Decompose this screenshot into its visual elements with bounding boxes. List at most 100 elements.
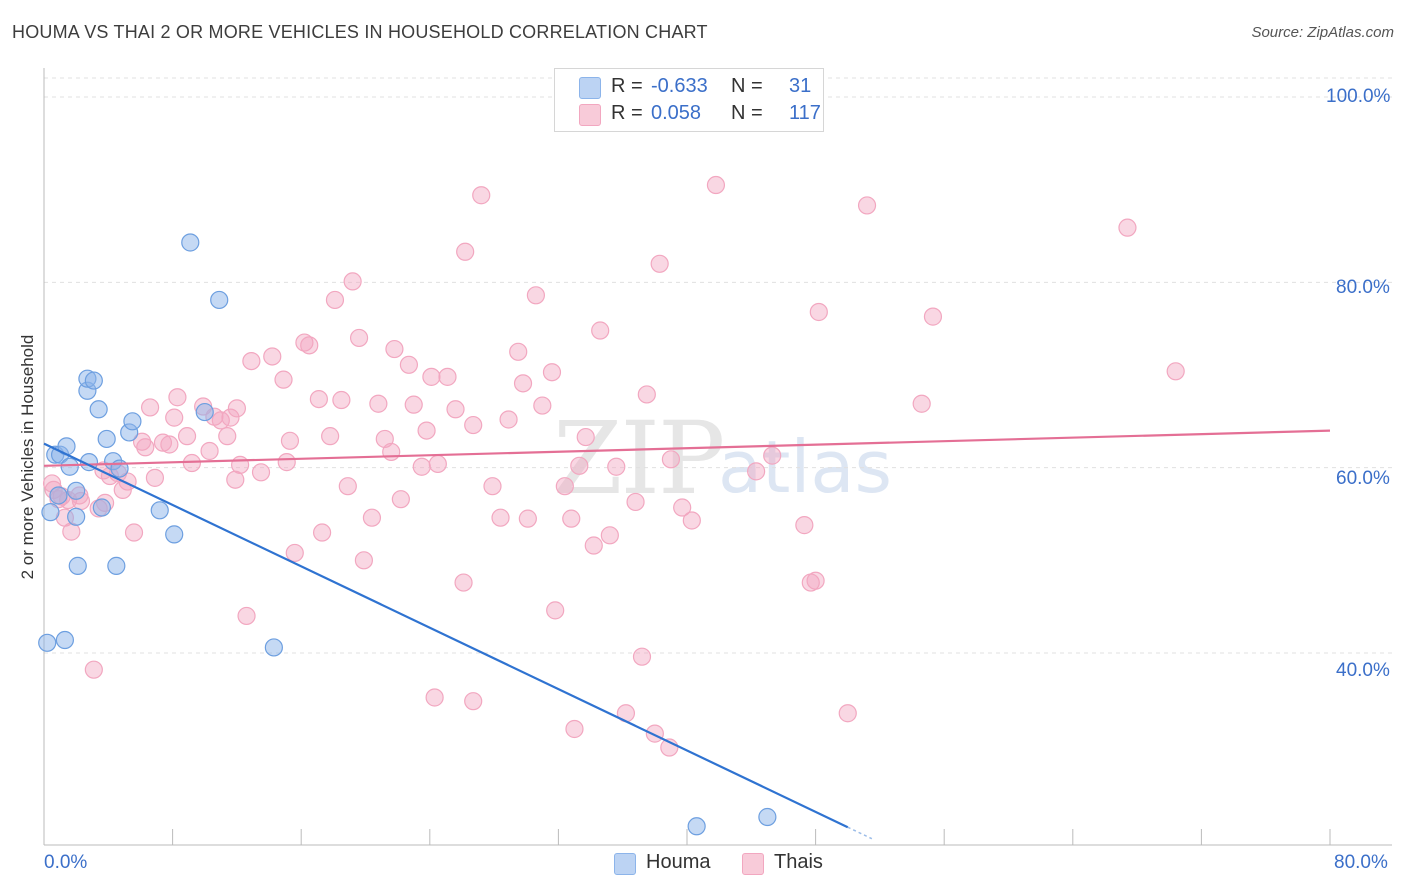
thais-point [533, 396, 552, 415]
series-thais [42, 175, 1185, 757]
thais-point [499, 410, 518, 429]
houma-point [84, 371, 103, 390]
legend-n-label: N = [731, 75, 763, 97]
thais-point [464, 692, 483, 711]
thais-point [153, 433, 173, 452]
houma-point [97, 429, 116, 449]
thais-trend-line [43, 429, 1331, 467]
thais-point [518, 509, 537, 528]
thais-point [645, 724, 664, 743]
thais-point [509, 342, 528, 361]
y-tick-label: 60.0% [1336, 468, 1390, 489]
legend-r-label: R = [611, 102, 643, 124]
y-tick-label: 80.0% [1336, 277, 1390, 298]
thais-point [312, 523, 332, 542]
thais-swatch [579, 104, 601, 126]
thais-point [277, 453, 296, 472]
thais-point [857, 196, 877, 215]
thais-point [446, 400, 465, 419]
legend-n-value: 31 [789, 75, 812, 97]
thais-point [349, 328, 369, 348]
thais-point [682, 511, 701, 530]
houma-point [150, 501, 169, 520]
thais-point [576, 427, 595, 447]
thais-point [565, 719, 584, 739]
thais-point [382, 442, 401, 462]
thais-point [632, 647, 652, 666]
legend-r-label: R = [611, 75, 643, 97]
thais-point [422, 367, 441, 386]
thais-point [661, 450, 681, 469]
thais-point [417, 421, 436, 440]
thais-point [362, 508, 382, 527]
thais-point [483, 477, 502, 496]
thais-point [132, 432, 152, 451]
houma-point [210, 290, 229, 310]
thais-point [1166, 362, 1185, 381]
watermark-atlas: atlas [718, 425, 892, 509]
thais-point [295, 333, 314, 352]
correlation-legend: R = -0.633 N = 31 R = 0.058 N = 117 [554, 68, 824, 132]
thais-point [491, 508, 510, 527]
thais-point [338, 477, 357, 496]
houma-point [181, 233, 200, 252]
houma-point [195, 402, 214, 422]
axes [43, 68, 1392, 846]
houma-point [55, 630, 74, 650]
thais-point [200, 441, 219, 461]
thais-point [428, 454, 447, 474]
thais-point [526, 286, 545, 305]
houma-swatch [579, 77, 601, 99]
thais-point [454, 573, 473, 592]
chart-title: HOUMA VS THAI 2 OR MORE VEHICLES IN HOUS… [12, 22, 708, 42]
thais-point [425, 688, 444, 707]
houma-point [687, 817, 706, 836]
thais-point [923, 307, 943, 326]
y-axis-label: 2 or more Vehicles in Household [18, 334, 37, 580]
watermark-zip: ZIP [553, 400, 725, 517]
houma-point [758, 807, 777, 827]
thais-point [912, 394, 931, 413]
thais-point [84, 660, 103, 679]
thais-point [412, 457, 431, 476]
thais-point [650, 254, 669, 273]
thais-point [513, 374, 533, 393]
thais-point [546, 601, 565, 620]
houma-trend-line [43, 442, 849, 829]
houma-point [165, 525, 184, 544]
thais-point [251, 463, 271, 482]
x-min-label: 0.0% [44, 852, 88, 873]
thais-point [226, 470, 245, 489]
series-houma [38, 233, 777, 836]
thais-point [227, 399, 246, 418]
thais-point [218, 427, 237, 446]
houma-point [264, 638, 283, 657]
thais-point [438, 367, 457, 386]
legend-r-value: 0.058 [651, 102, 702, 124]
thais-point [747, 462, 766, 481]
houma-point [49, 486, 68, 505]
thais-point [332, 390, 351, 410]
houma-point [123, 412, 142, 431]
thais-point [280, 431, 300, 450]
legend-r-value: -0.633 [651, 75, 708, 97]
thais-point [607, 457, 626, 476]
thais-point [570, 456, 589, 475]
legend-n-label: N = [731, 102, 763, 124]
thais-point [285, 543, 304, 563]
thais-point [391, 490, 410, 509]
houma-trend-extension [847, 826, 873, 840]
thais-point [591, 321, 610, 340]
thais-point [136, 438, 155, 457]
thais-point [838, 704, 857, 723]
source-label: Source: ZipAtlas.com [1251, 24, 1394, 41]
thais-label: Thais [774, 851, 823, 873]
thais-point [584, 536, 603, 555]
houma-point [41, 503, 60, 522]
thais-point [456, 242, 475, 261]
thais-point [140, 398, 160, 417]
trend-lines [43, 429, 1331, 840]
thais-point [562, 509, 581, 528]
houma-point [60, 457, 79, 476]
legend-n-value: 117 [789, 102, 821, 124]
